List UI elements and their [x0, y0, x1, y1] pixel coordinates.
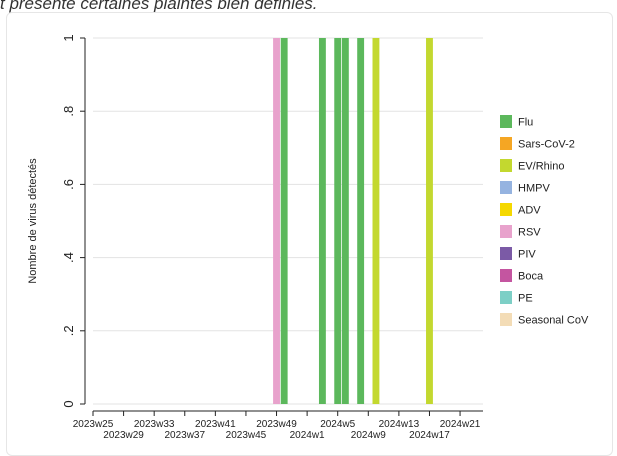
bar — [372, 38, 380, 404]
legend-swatch — [500, 313, 512, 326]
legend-swatch — [500, 291, 512, 304]
legend-item-label: PIV — [518, 249, 536, 261]
bar — [280, 38, 288, 404]
legend-swatch — [500, 247, 512, 260]
bar — [357, 38, 365, 404]
x-tick-label: 2023w41 — [195, 419, 236, 430]
bar — [318, 38, 326, 404]
legend-item-label: Boca — [518, 271, 544, 283]
x-tick-label: 2023w33 — [134, 419, 175, 430]
legend-item-label: HMPV — [518, 183, 550, 195]
x-tick-label: 2023w45 — [226, 430, 267, 441]
y-tick-label: .2 — [61, 325, 76, 336]
grid — [93, 37, 483, 405]
legend: Flu Sars-CoV-2 EV/Rhino HMPV ADV RSV PIV Boca PE… — [500, 115, 589, 327]
bar — [426, 38, 433, 404]
legend-swatch — [500, 225, 512, 238]
legend-item-label: Seasonal CoV — [518, 315, 589, 327]
y-axis-label: Nombre de virus détectés — [27, 158, 39, 284]
x-tick-label: 2023w49 — [256, 419, 297, 430]
x-tick-label: 2024w9 — [351, 430, 386, 441]
x-tick-label: 2024w5 — [320, 419, 355, 430]
legend-swatch — [500, 181, 512, 194]
x-tick-label: 2023w37 — [164, 430, 205, 441]
y-tick-label: .8 — [61, 106, 76, 117]
legend-item-label: Sars-CoV-2 — [518, 139, 575, 151]
legend-item-label: PE — [518, 293, 533, 305]
x-tick-label: 2023w25 — [73, 419, 114, 430]
x-axis: 2023w252023w292023w332023w372023w412023w… — [73, 410, 483, 441]
legend-item-label: ADV — [518, 205, 541, 217]
y-tick-label: .6 — [61, 179, 76, 190]
legend-swatch — [500, 159, 512, 172]
x-tick-label: 2024w17 — [409, 430, 450, 441]
y-axis: 0 .2 .4 .6 .8 1 — [61, 34, 86, 408]
y-tick-label: 1 — [61, 34, 76, 41]
y-tick-label: 0 — [61, 400, 76, 407]
legend-item-label: EV/Rhino — [518, 161, 564, 173]
legend-swatch — [500, 115, 512, 128]
legend-swatch — [500, 203, 512, 216]
y-tick-label: .4 — [61, 252, 76, 263]
bar — [273, 38, 280, 404]
bar — [341, 38, 349, 404]
x-tick-label: 2024w21 — [440, 419, 481, 430]
x-tick-label: 2023w29 — [103, 430, 144, 441]
legend-item-label: Flu — [518, 117, 533, 129]
bars — [273, 38, 433, 404]
legend-swatch — [500, 269, 512, 282]
x-tick-label: 2024w13 — [379, 419, 420, 430]
legend-item-label: RSV — [518, 227, 541, 239]
x-tick-label: 2024w1 — [290, 430, 325, 441]
legend-swatch — [500, 137, 512, 150]
bar — [334, 38, 342, 404]
top-caption: t présente certaines plaintes bien défin… — [0, 0, 318, 13]
